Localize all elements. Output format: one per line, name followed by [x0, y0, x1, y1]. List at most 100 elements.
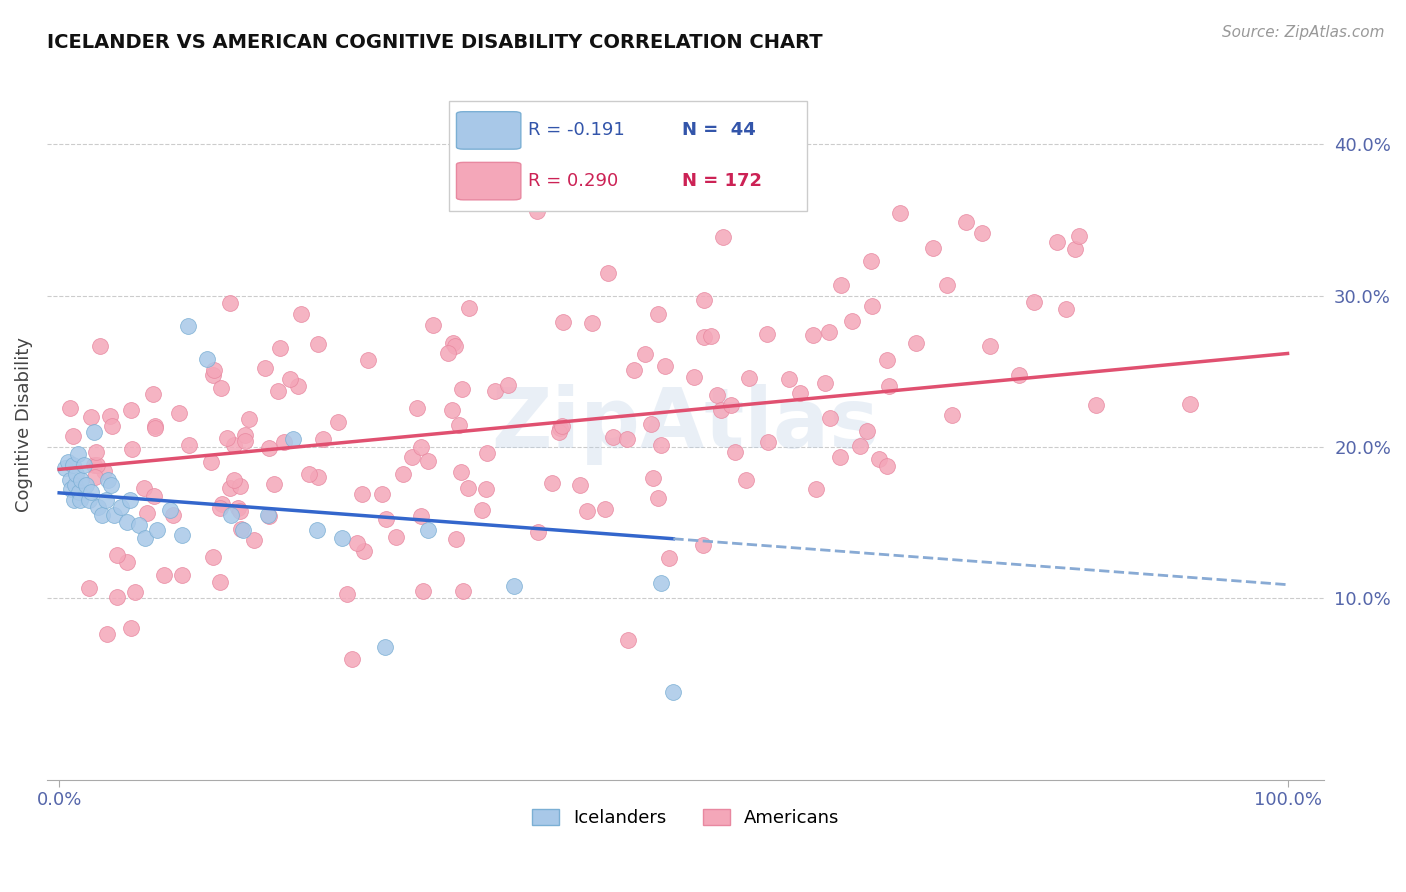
Point: [84, 444, 107, 458]
Point: [120, 402, 142, 417]
Point: [89, 339, 111, 353]
Point: [814, 376, 837, 390]
Point: [326, 415, 349, 429]
Point: [756, 435, 779, 450]
Point: [63, 477, 86, 491]
Point: [233, 427, 256, 442]
Point: [124, 585, 146, 599]
Point: [548, 425, 571, 440]
Point: [889, 205, 911, 219]
Point: [83, 458, 105, 473]
Point: [307, 337, 329, 351]
Point: [143, 419, 166, 434]
Point: [267, 384, 290, 399]
Point: [941, 409, 963, 423]
Text: ZipAtlas: ZipAtlas: [492, 384, 880, 465]
Point: [647, 491, 669, 506]
Point: [222, 438, 245, 452]
Point: [569, 478, 592, 492]
Point: [602, 430, 624, 444]
Point: [142, 387, 165, 401]
Point: [979, 339, 1001, 353]
Point: [756, 326, 779, 341]
Point: [201, 550, 224, 565]
Point: [643, 471, 665, 485]
Point: [238, 412, 260, 426]
Point: [56, 455, 79, 469]
Point: [876, 353, 898, 368]
Point: [1022, 295, 1045, 310]
Point: [105, 548, 128, 562]
Point: [596, 266, 619, 280]
Point: [209, 381, 232, 395]
Point: [254, 360, 277, 375]
Point: [59, 473, 82, 487]
Point: [970, 226, 993, 240]
Point: [273, 434, 295, 449]
Point: [392, 467, 415, 481]
Point: [120, 492, 142, 507]
Point: [859, 254, 882, 268]
Point: [62, 428, 84, 442]
Point: [53, 461, 76, 475]
Point: [263, 477, 285, 491]
Point: [385, 530, 408, 544]
Point: [330, 531, 353, 545]
Point: [177, 438, 200, 452]
Point: [69, 492, 91, 507]
Point: [153, 568, 176, 582]
Point: [856, 424, 879, 438]
Point: [96, 626, 118, 640]
Point: [724, 445, 747, 459]
Point: [105, 590, 128, 604]
Point: [711, 230, 734, 244]
Point: [471, 503, 494, 517]
Point: [120, 621, 142, 635]
Point: [720, 398, 742, 412]
Point: [136, 506, 159, 520]
Point: [93, 464, 115, 478]
Point: [115, 516, 138, 530]
Point: [935, 277, 957, 292]
Point: [551, 315, 574, 329]
Point: [94, 492, 117, 507]
Point: [219, 508, 242, 522]
Point: [215, 431, 238, 445]
Point: [222, 473, 245, 487]
Point: [1064, 242, 1087, 256]
Point: [63, 492, 86, 507]
Point: [374, 640, 396, 654]
Point: [311, 432, 333, 446]
Point: [202, 363, 225, 377]
Point: [257, 508, 280, 522]
Point: [526, 204, 548, 219]
Text: Source: ZipAtlas.com: Source: ZipAtlas.com: [1222, 25, 1385, 40]
Point: [121, 442, 143, 457]
Point: [868, 451, 890, 466]
Point: [142, 489, 165, 503]
Point: [298, 467, 321, 482]
Point: [683, 370, 706, 384]
Point: [450, 382, 472, 396]
Point: [441, 336, 464, 351]
Point: [416, 454, 439, 468]
Point: [73, 458, 96, 472]
Point: [80, 485, 103, 500]
Point: [700, 329, 723, 343]
Point: [1180, 397, 1202, 411]
Point: [170, 527, 193, 541]
Point: [634, 347, 657, 361]
Point: [143, 420, 166, 434]
Point: [62, 458, 84, 472]
Point: [692, 293, 714, 307]
Point: [75, 477, 97, 491]
Point: [375, 512, 398, 526]
Point: [1046, 235, 1069, 249]
Point: [232, 523, 254, 537]
Point: [70, 473, 93, 487]
Point: [128, 518, 150, 533]
Point: [450, 465, 472, 479]
Point: [65, 467, 87, 481]
Point: [66, 447, 89, 461]
Point: [60, 482, 83, 496]
